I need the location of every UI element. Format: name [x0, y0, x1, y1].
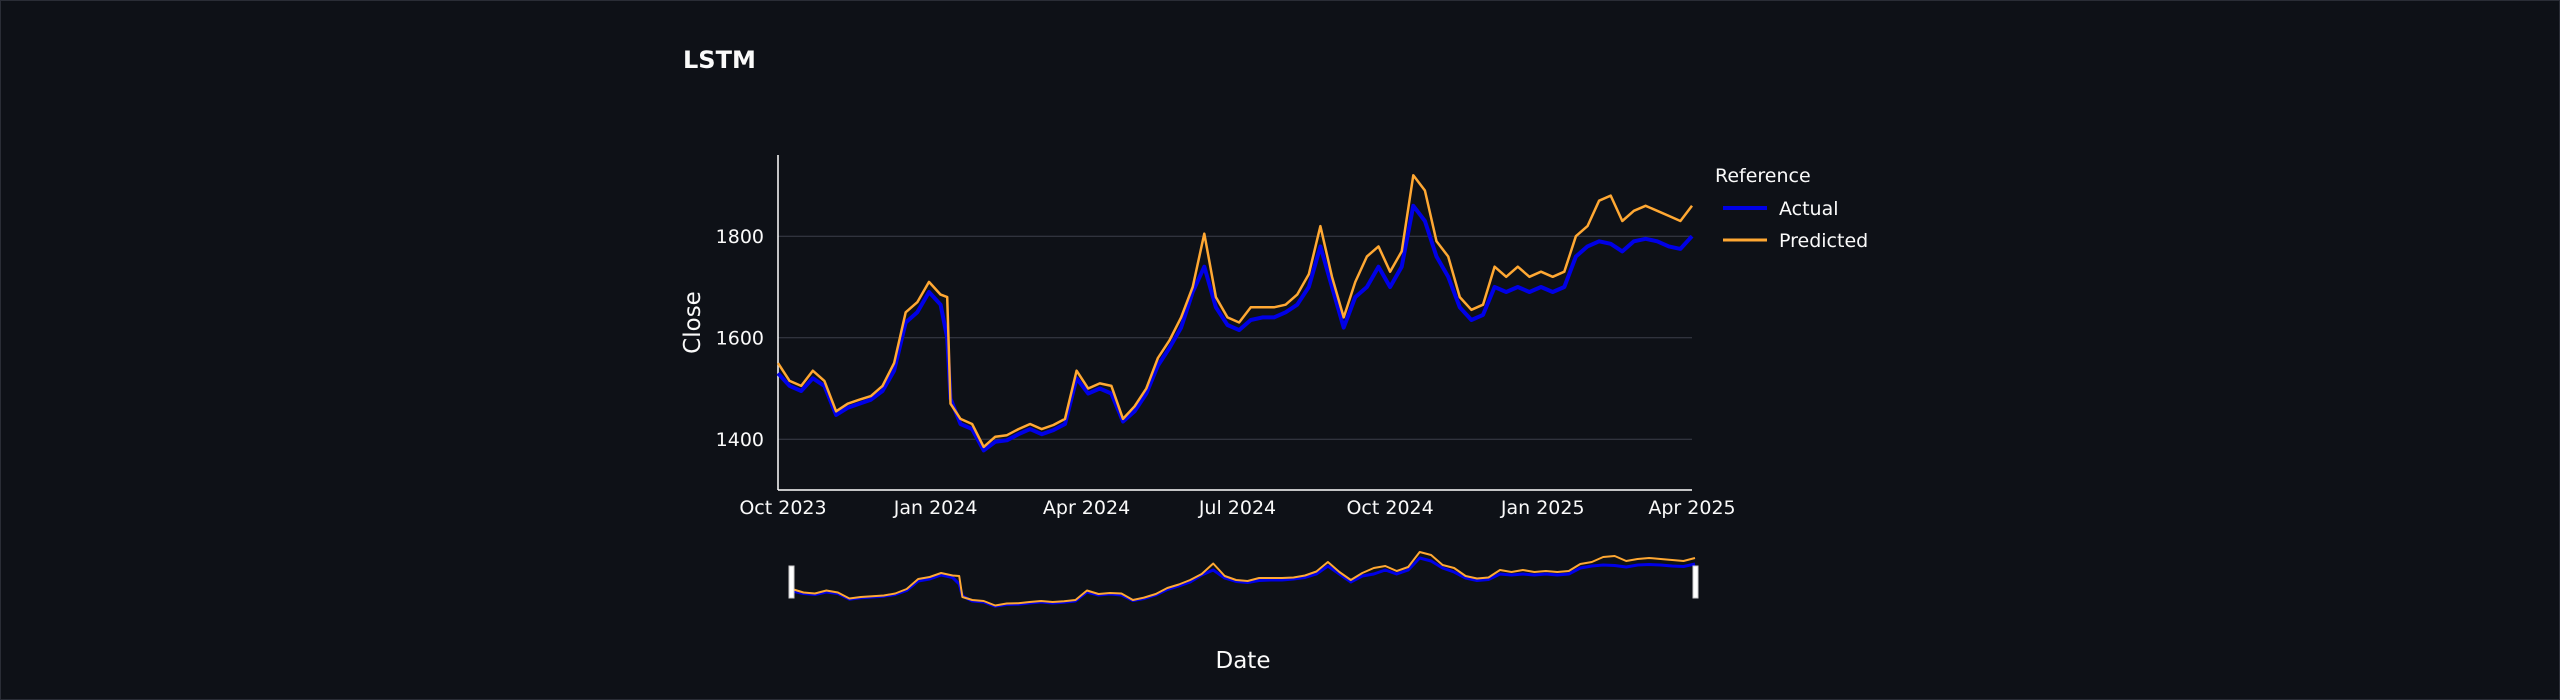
x-tick-label: Jan 2025	[1500, 497, 1585, 519]
x-tick-label: Apr 2024	[1043, 497, 1130, 519]
chart-title: LSTM	[683, 46, 756, 74]
x-tick-label: Jan 2024	[893, 497, 978, 519]
x-axis-label: Date	[1216, 648, 1271, 674]
rangeslider-left-handle[interactable]	[788, 565, 795, 599]
x-tick-label: Oct 2023	[739, 497, 826, 519]
legend-label-predicted[interactable]: Predicted	[1779, 230, 1868, 252]
x-tick-label: Jul 2024	[1198, 497, 1276, 519]
series-line-actual	[776, 203, 1694, 453]
x-tick-label: Oct 2024	[1346, 497, 1433, 519]
y-axis-label: Close	[680, 291, 706, 354]
legend-title: Reference	[1715, 165, 1811, 187]
series-line-predicted	[776, 174, 1693, 449]
legend-label-actual[interactable]: Actual	[1779, 198, 1839, 220]
y-tick-label: 1400	[716, 429, 764, 451]
rangeslider-line-actual	[791, 556, 1696, 608]
rangeslider-line-predicted	[791, 551, 1696, 607]
rangeslider-right-handle[interactable]	[1692, 565, 1699, 599]
y-tick-label: 1800	[716, 226, 764, 248]
y-tick-label: 1600	[716, 328, 764, 350]
x-tick-label: Apr 2025	[1648, 497, 1735, 519]
